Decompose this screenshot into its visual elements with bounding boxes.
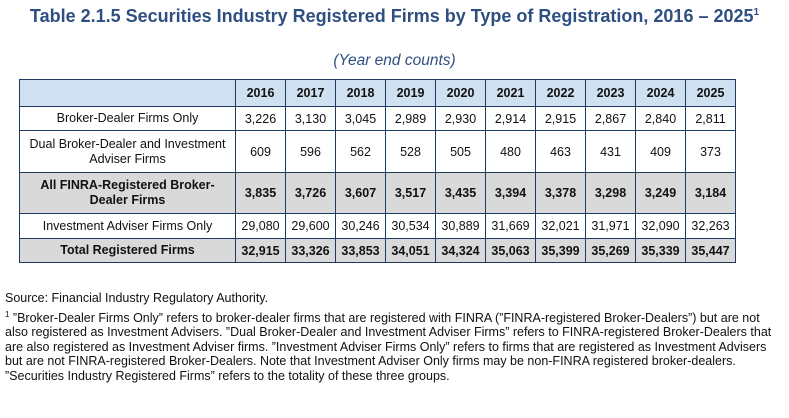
table-cell: 505	[435, 130, 486, 173]
table-cell: 3,249	[635, 172, 686, 214]
year-header: 2021	[485, 79, 536, 107]
table-notes: Source: Financial Industry Regulatory Au…	[5, 291, 785, 384]
year-header: 2023	[585, 79, 636, 107]
table-cell: 2,914	[485, 106, 536, 131]
table-cell: 3,435	[435, 172, 486, 214]
year-header: 2016	[235, 79, 286, 107]
table-cell: 3,045	[335, 106, 386, 131]
header-corner-cell	[19, 79, 236, 107]
year-header: 2019	[385, 79, 436, 107]
table-cell: 3,394	[485, 172, 536, 214]
table-cell: 2,915	[535, 106, 586, 131]
table-cell: 30,246	[335, 213, 386, 239]
table-cell: 35,063	[485, 238, 536, 263]
table-title-text: Table 2.1.5 Securities Industry Register…	[29, 6, 754, 26]
table-cell: 29,600	[285, 213, 336, 239]
table-cell: 32,915	[235, 238, 286, 263]
table-cell: 2,989	[385, 106, 436, 131]
table-cell: 32,021	[535, 213, 586, 239]
year-header: 2024	[635, 79, 686, 107]
table-cell: 35,339	[635, 238, 686, 263]
table-cell: 3,378	[535, 172, 586, 214]
footnote-text: ”Broker-Dealer Firms Only” refers to bro…	[5, 310, 772, 383]
table-cell: 431	[585, 130, 636, 173]
table-row-broker-dealer-only: Broker-Dealer Firms Only 3,226 3,130 3,0…	[19, 106, 736, 131]
row-label: Investment Adviser Firms Only	[19, 213, 236, 239]
table-cell: 32,090	[635, 213, 686, 239]
table-cell: 30,889	[435, 213, 486, 239]
table-cell: 35,447	[685, 238, 736, 263]
table-row-total-registered: Total Registered Firms 32,915 33,326 33,…	[19, 238, 736, 263]
header-row: 2016 2017 2018 2019 2020 2021 2022 2023 …	[19, 79, 736, 107]
table-cell: 34,051	[385, 238, 436, 263]
row-label: All FINRA-Registered Broker-Dealer Firms	[19, 172, 236, 214]
table-cell: 35,269	[585, 238, 636, 263]
table-cell: 609	[235, 130, 286, 173]
registered-firms-table: 2016 2017 2018 2019 2020 2021 2022 2023 …	[19, 79, 736, 263]
table-cell: 3,298	[585, 172, 636, 214]
table-cell: 528	[385, 130, 436, 173]
table-cell: 3,726	[285, 172, 336, 214]
table-cell: 2,840	[635, 106, 686, 131]
year-header: 2025	[685, 79, 736, 107]
table-cell: 31,669	[485, 213, 536, 239]
table-cell: 3,607	[335, 172, 386, 214]
table-cell: 3,835	[235, 172, 286, 214]
table-row-all-finra-registered: All FINRA-Registered Broker-Dealer Firms…	[19, 172, 736, 214]
year-header: 2020	[435, 79, 486, 107]
table-cell: 409	[635, 130, 686, 173]
table-cell: 480	[485, 130, 536, 173]
table-cell: 373	[685, 130, 736, 173]
table-cell: 32,263	[685, 213, 736, 239]
row-label: Dual Broker-Dealer and Investment Advise…	[19, 130, 236, 173]
source-note: Source: Financial Industry Regulatory Au…	[5, 291, 269, 305]
table-title: Table 2.1.5 Securities Industry Register…	[0, 6, 789, 26]
table-row-dual-registered: Dual Broker-Dealer and Investment Advise…	[19, 130, 736, 173]
row-label: Total Registered Firms	[19, 238, 236, 263]
year-header: 2022	[535, 79, 586, 107]
footnote-marker: 1	[5, 309, 10, 319]
table-cell: 33,326	[285, 238, 336, 263]
table-cell: 463	[535, 130, 586, 173]
table-cell: 33,853	[335, 238, 386, 263]
table-cell: 596	[285, 130, 336, 173]
table-subtitle: (Year end counts)	[333, 52, 456, 69]
year-header: 2018	[335, 79, 386, 107]
year-header: 2017	[285, 79, 336, 107]
table-cell: 30,534	[385, 213, 436, 239]
table-cell: 3,184	[685, 172, 736, 214]
table-cell: 2,867	[585, 106, 636, 131]
footnote: 1 ”Broker-Dealer Firms Only” refers to b…	[5, 309, 785, 384]
table-cell: 29,080	[235, 213, 286, 239]
table-cell: 35,399	[535, 238, 586, 263]
table-cell: 3,226	[235, 106, 286, 131]
table-cell: 2,811	[685, 106, 736, 131]
table-cell: 31,971	[585, 213, 636, 239]
row-label: Broker-Dealer Firms Only	[19, 106, 236, 131]
table-row-investment-adviser-only: Investment Adviser Firms Only 29,080 29,…	[19, 213, 736, 239]
table-cell: 2,930	[435, 106, 486, 131]
table-cell: 3,517	[385, 172, 436, 214]
table-cell: 562	[335, 130, 386, 173]
title-footnote-marker: 1	[753, 7, 760, 18]
table-cell: 3,130	[285, 106, 336, 131]
table-cell: 34,324	[435, 238, 486, 263]
